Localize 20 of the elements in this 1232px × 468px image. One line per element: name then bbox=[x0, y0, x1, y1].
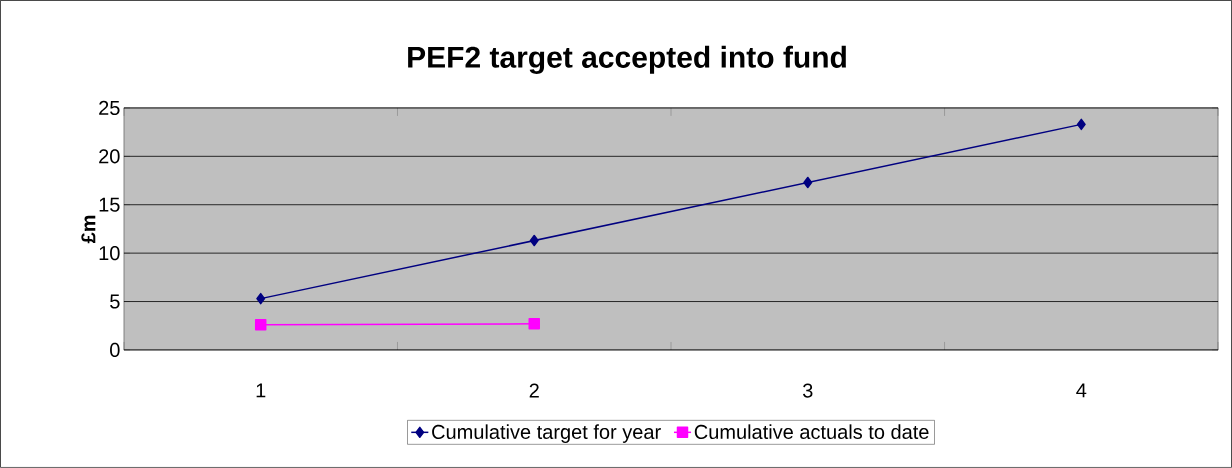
y-tick-label: 25 bbox=[99, 100, 120, 116]
y-tick-label: 20 bbox=[99, 149, 120, 164]
point bbox=[256, 292, 266, 305]
point bbox=[529, 234, 539, 247]
x-tick-label: 3 bbox=[802, 383, 813, 398]
y-axis-title: £m bbox=[81, 215, 96, 244]
y-tick-label: 0 bbox=[110, 342, 120, 358]
y-tick-label: 5 bbox=[110, 294, 120, 309]
x-tick-label: 1 bbox=[256, 383, 266, 398]
point bbox=[803, 176, 813, 189]
point bbox=[528, 318, 540, 330]
x-tick-label: 2 bbox=[529, 383, 539, 398]
point bbox=[1076, 118, 1086, 131]
legend-label: Cumulative actuals to date bbox=[694, 424, 929, 440]
y-tick-label: 15 bbox=[99, 197, 120, 212]
y-tick-label: 10 bbox=[99, 246, 120, 261]
chart-title: PEF2 target accepted into fund bbox=[408, 45, 846, 75]
legend-label: Cumulative target for year bbox=[432, 424, 661, 444]
x-tick-label: 4 bbox=[1076, 383, 1087, 398]
point bbox=[254, 319, 267, 331]
